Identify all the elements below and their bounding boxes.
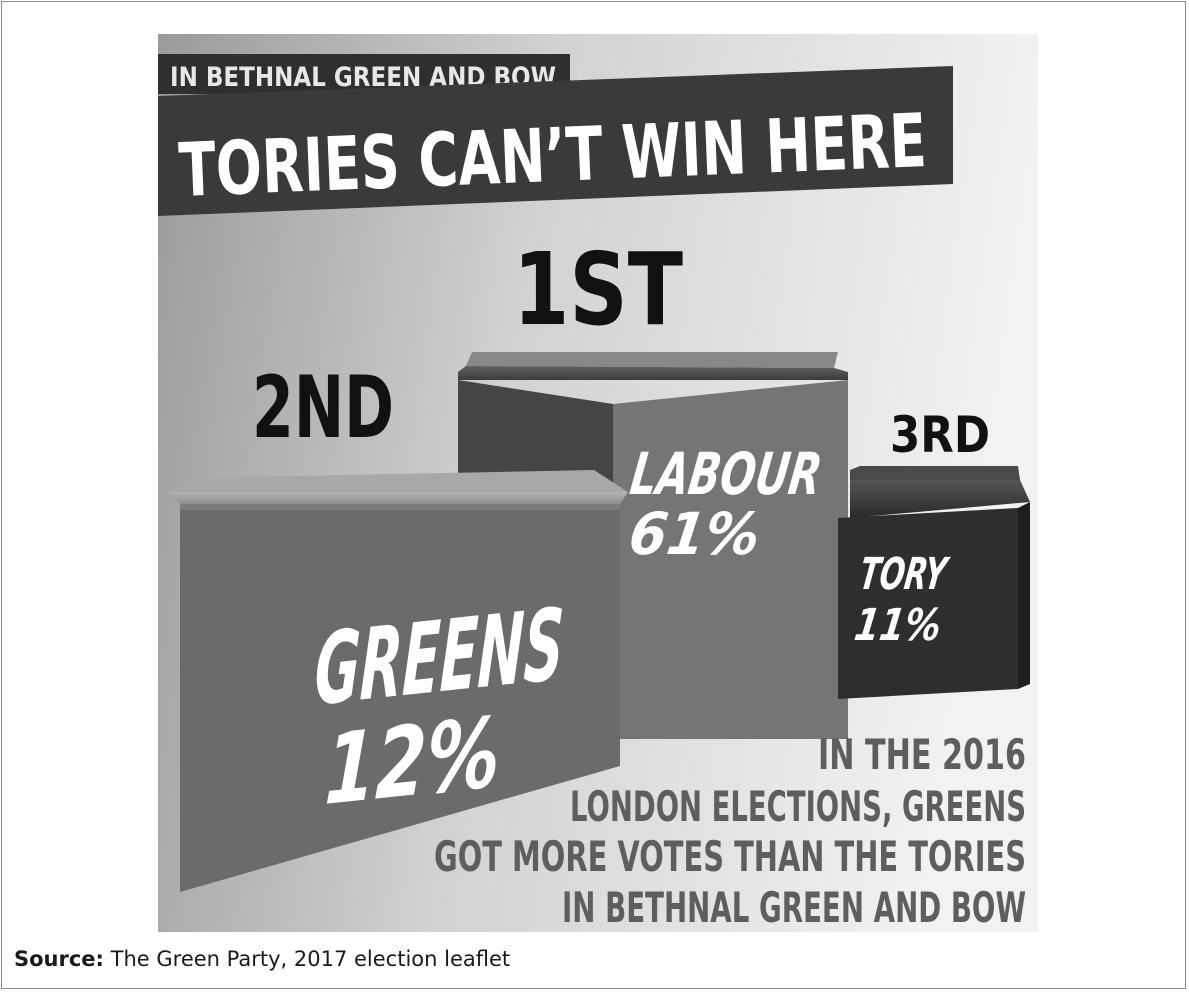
source-text: The Green Party, 2017 election leaflet — [110, 947, 511, 971]
rank-third: 3RD — [890, 406, 990, 464]
note-line-3: GOT MORE VOTES THAN THE TORIES — [434, 832, 1026, 881]
tory-party-label: TORY — [856, 549, 952, 600]
rank-first: 1ST — [513, 231, 683, 348]
note-line-4: IN BETHNAL GREEN AND BOW — [562, 883, 1026, 932]
election-leaflet: IN BETHNAL GREEN AND BOW TORIES CAN’T WI… — [158, 34, 1038, 932]
tory-share-label: 11% — [851, 600, 944, 651]
source-caption: Source: The Green Party, 2017 election l… — [14, 947, 510, 971]
note-line-2: LONDON ELECTIONS, GREENS — [570, 782, 1026, 831]
note-block: IN THE 2016 LONDON ELECTIONS, GREENS GOT… — [434, 730, 1026, 932]
source-label: Source: — [14, 947, 104, 971]
greens-party-label: GREENS — [313, 588, 566, 729]
greens-share-label: 12% — [323, 695, 502, 827]
labour-share-label: 61% — [625, 500, 765, 568]
labour-party-label: LABOUR — [626, 440, 826, 508]
note-line-1: IN THE 2016 — [818, 730, 1026, 779]
leaflet-graphic: IN BETHNAL GREEN AND BOW TORIES CAN’T WI… — [158, 34, 1038, 932]
podium-block-greens: GREENS 12% — [170, 470, 628, 892]
headline-banner — [158, 66, 953, 216]
podium-block-tory: TORY 11% — [838, 466, 1030, 699]
rank-second: 2ND — [252, 358, 394, 458]
